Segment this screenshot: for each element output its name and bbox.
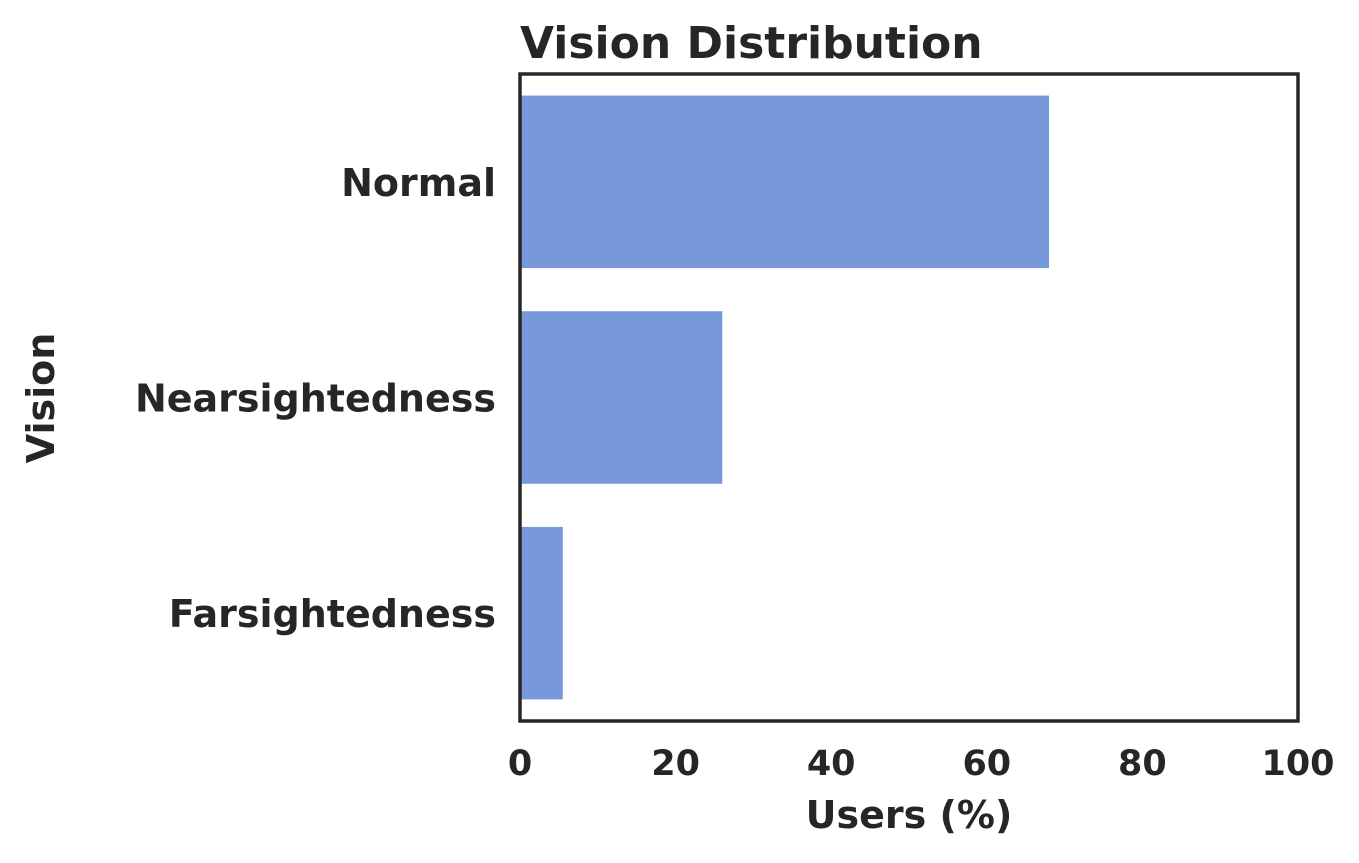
x-tick-label-0: 0 bbox=[508, 744, 532, 784]
y-tick-labels: Normal Nearsightedness Farsightedness bbox=[135, 161, 496, 636]
x-axis-label: Users (%) bbox=[806, 793, 1013, 837]
x-tick-label-100: 100 bbox=[1261, 744, 1334, 784]
bar-normal bbox=[520, 95, 1050, 269]
bar-farsightedness bbox=[520, 526, 563, 700]
x-tick-label-40: 40 bbox=[807, 744, 856, 784]
x-tick-labels: 0 20 40 60 80 100 bbox=[508, 744, 1335, 784]
chart-title: Vision Distribution bbox=[520, 18, 983, 69]
y-tick-label-normal: Normal bbox=[341, 161, 496, 205]
x-tick-label-20: 20 bbox=[651, 744, 700, 784]
y-tick-label-farsightedness: Farsightedness bbox=[169, 592, 496, 636]
y-axis-label: Vision bbox=[19, 333, 63, 464]
y-tick-label-nearsightedness: Nearsightedness bbox=[135, 377, 496, 421]
bars-layer bbox=[520, 95, 1050, 700]
x-tick-label-60: 60 bbox=[962, 744, 1011, 784]
bar-nearsightedness bbox=[520, 311, 723, 484]
x-tick-label-80: 80 bbox=[1118, 744, 1167, 784]
plot-frame bbox=[518, 72, 1300, 723]
